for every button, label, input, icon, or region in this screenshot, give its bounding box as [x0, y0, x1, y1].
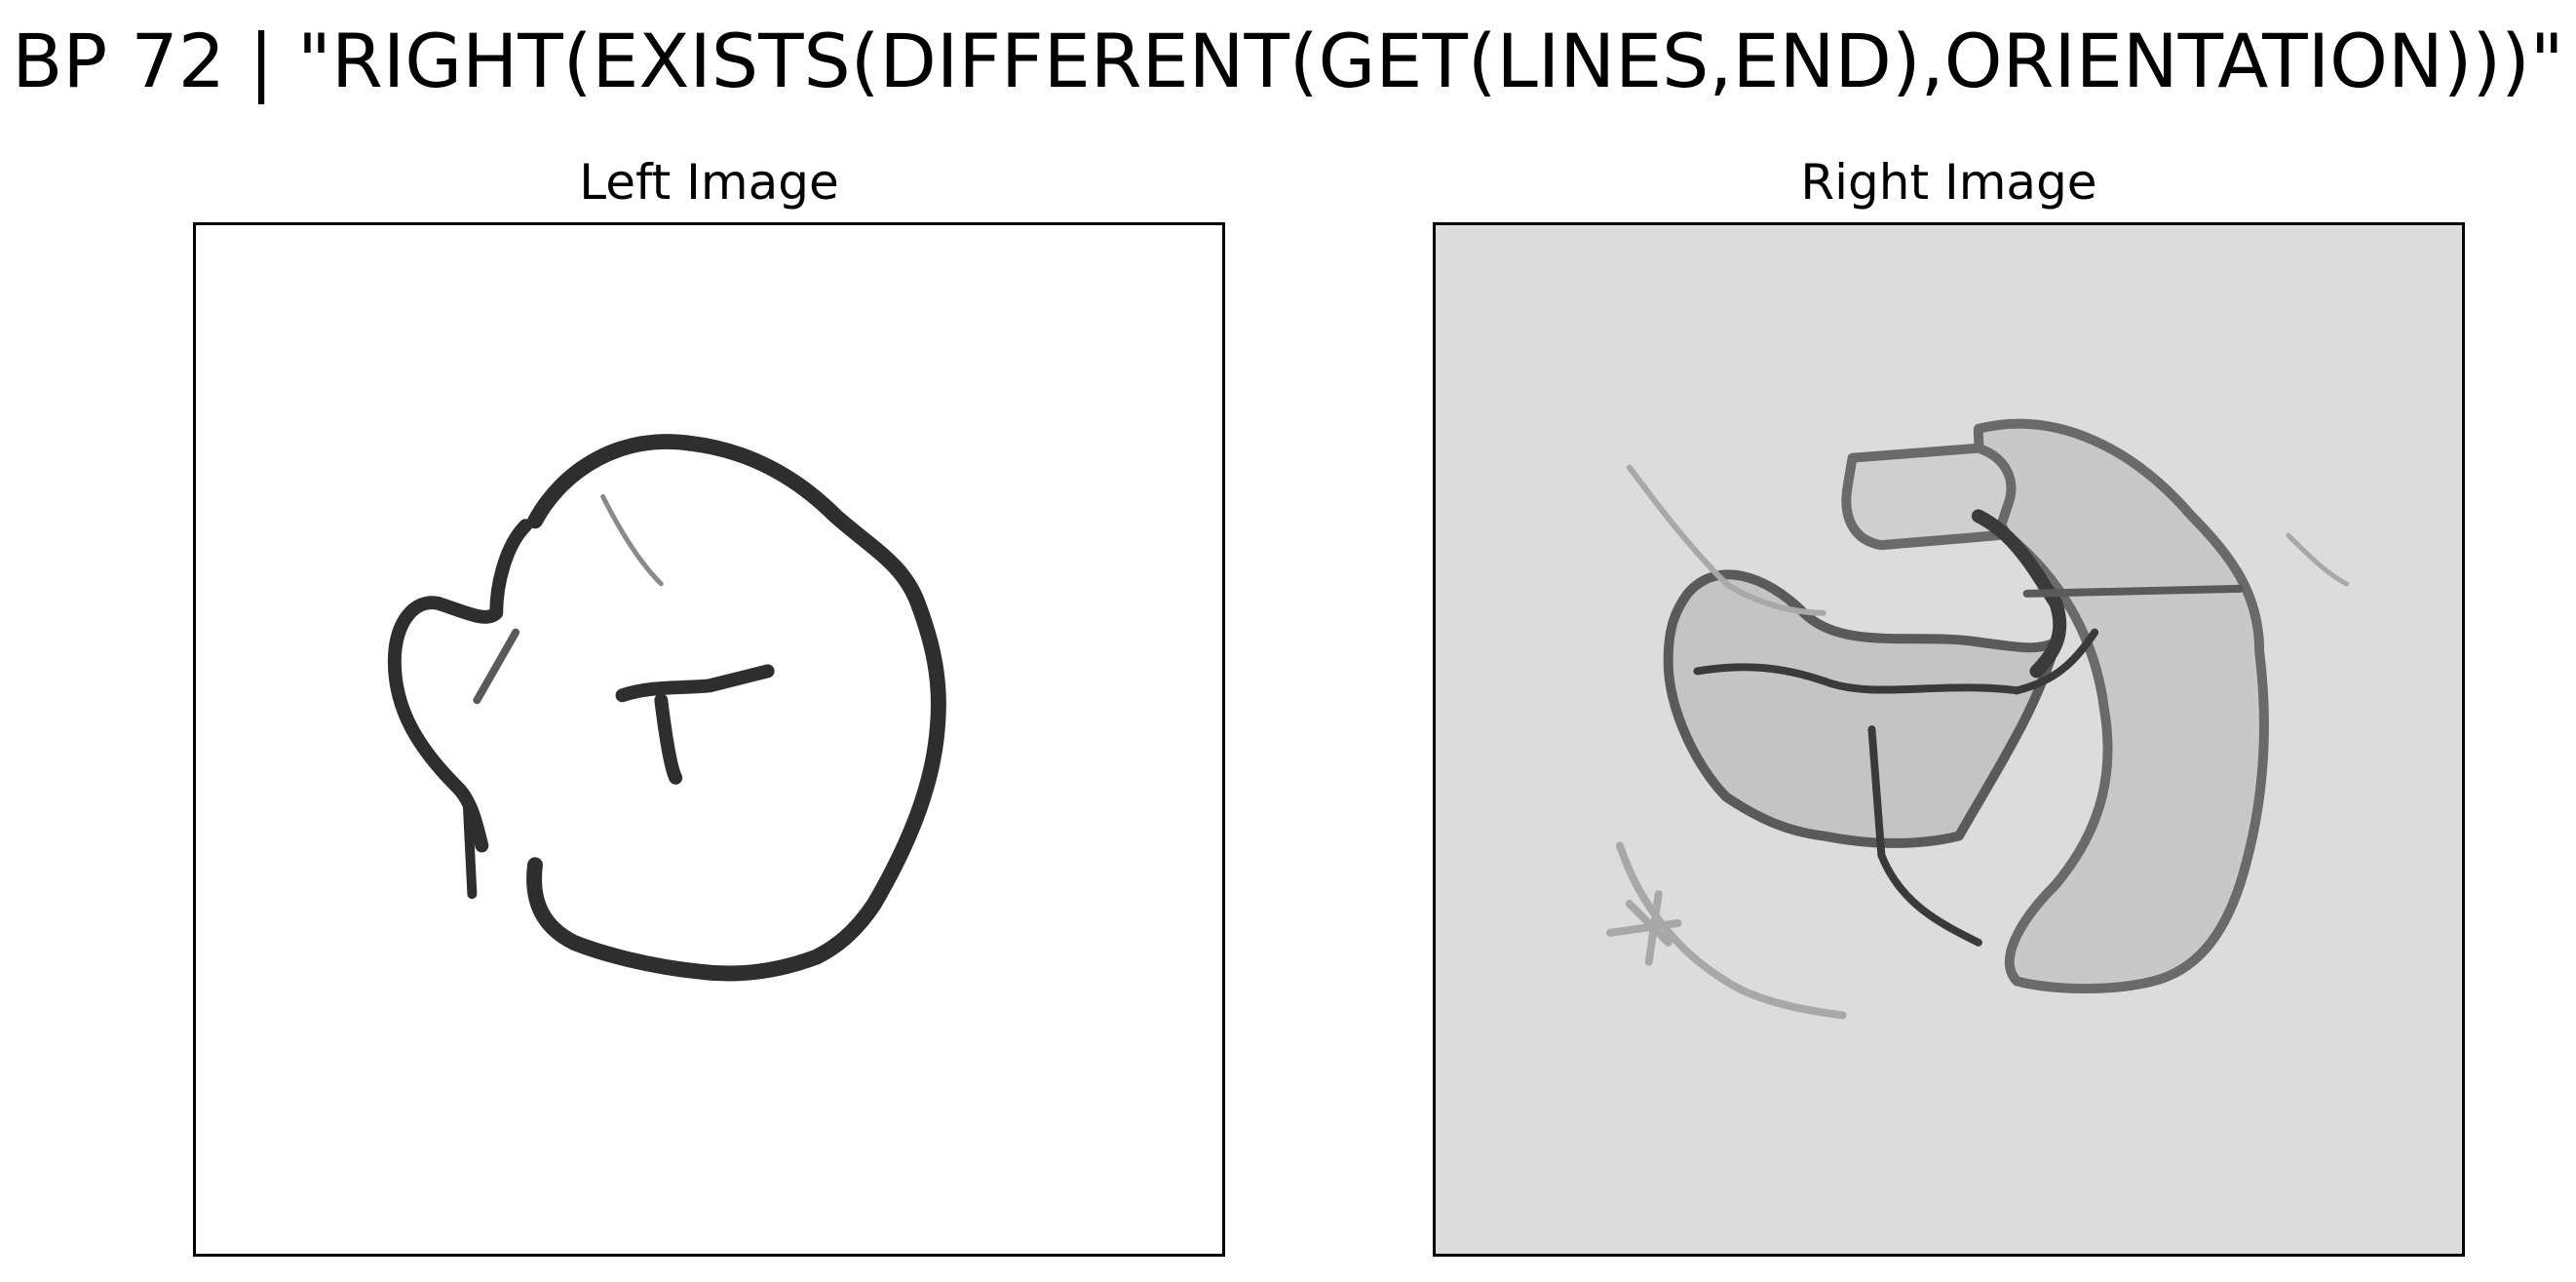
left-lobe — [387, 519, 533, 853]
knot-lines — [1971, 509, 2067, 679]
faint-stroke-right — [2286, 532, 2350, 587]
left-image-title: Left Image — [579, 154, 839, 211]
center-stroke — [615, 664, 775, 703]
faint-stroke-top — [1626, 464, 1826, 616]
faint-cluster — [1606, 890, 1682, 966]
inner-line-2 — [1867, 725, 1982, 947]
center-stem — [654, 693, 683, 785]
figure-title: BP 72 | "RIGHT(EXISTS(DIFFERENT(GET(LINE… — [12, 18, 2564, 104]
left-region — [1663, 569, 2061, 848]
crescent-shape — [1973, 418, 2269, 994]
right-image-panel — [1433, 222, 2465, 1257]
right-image-drawing — [1606, 418, 2350, 1020]
inner-line-3 — [2013, 628, 2099, 695]
left-image-panel — [193, 222, 1225, 1257]
inner-left-stroke — [473, 628, 520, 705]
inner-line-1 — [1693, 663, 2021, 695]
thin-top-line — [600, 493, 664, 587]
outer-contour — [526, 434, 946, 982]
divider-line — [2022, 584, 2245, 598]
left-tail — [462, 792, 478, 900]
faint-stroke-bottom — [1615, 841, 1847, 1020]
right-image-title: Right Image — [1800, 154, 2097, 211]
left-image-drawing — [387, 434, 946, 982]
top-box — [1841, 443, 2017, 551]
